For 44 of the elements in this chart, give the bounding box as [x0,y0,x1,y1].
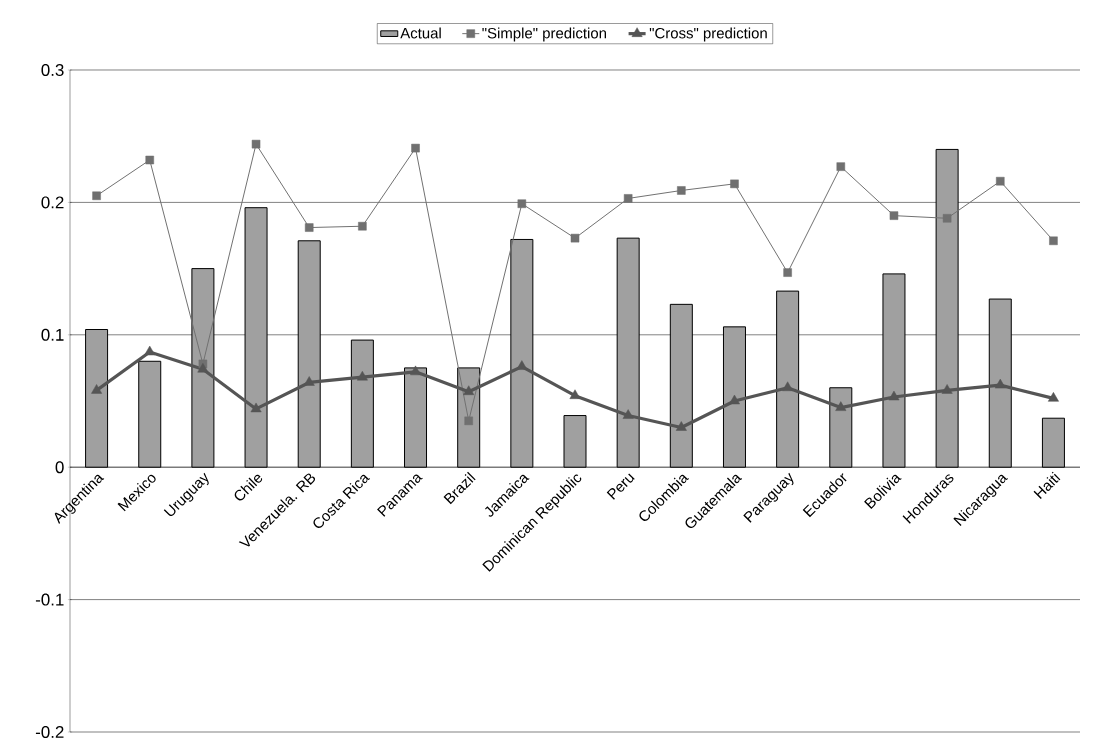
point [835,401,847,411]
y-tick-label: 0.2 [41,196,64,209]
point [464,416,473,426]
point [730,179,739,189]
point [250,402,262,413]
point [463,385,475,395]
point [889,211,899,220]
point [570,233,580,243]
point [410,365,421,376]
point [942,214,952,223]
point [729,394,740,405]
point [677,186,686,195]
legend-label: "Cross" prediction [649,27,767,42]
point [941,384,953,394]
point [91,384,103,394]
point [888,390,900,401]
point [569,389,581,399]
point [783,268,792,277]
point [411,143,420,153]
point [675,421,687,431]
point [358,221,367,231]
point [996,176,1005,186]
point [92,191,101,201]
point [356,370,368,381]
point [1047,392,1059,402]
legend-label: "Simple" prediction [482,27,606,42]
y-tick-label: 0 [55,461,64,474]
point [517,199,527,208]
point [145,155,154,165]
point [304,223,314,232]
point [197,362,209,373]
y-tick-label: -0.1 [35,593,64,606]
point [836,162,846,171]
y-tick-label: 0.3 [41,63,64,76]
point [623,194,633,203]
y-tick-label: 0.1 [41,328,64,341]
point [994,378,1006,389]
point [782,381,794,391]
point [622,409,634,419]
point [251,139,261,149]
legend-label: Actual [400,27,441,39]
point [1049,236,1058,246]
point [144,345,156,356]
y-tick-label: -0.2 [35,726,64,738]
